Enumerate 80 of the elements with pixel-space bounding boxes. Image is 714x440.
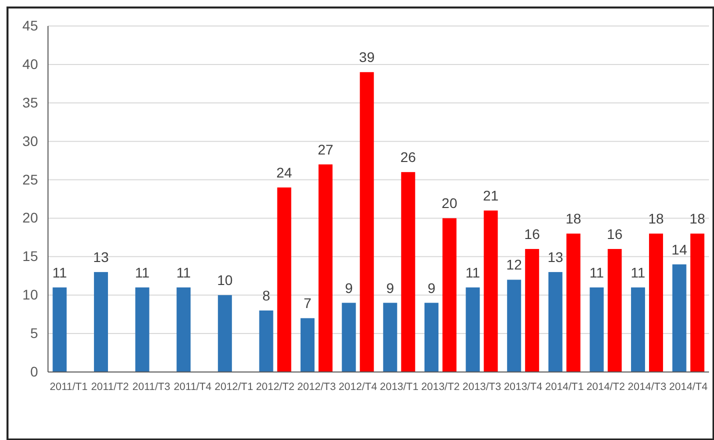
y-tick-label: 35	[22, 94, 38, 110]
bar	[631, 287, 646, 372]
x-tick-label: 2013/T3	[462, 381, 502, 393]
bar	[484, 210, 498, 372]
x-tick-label: 2012/T2	[256, 381, 295, 393]
data-label: 11	[466, 264, 480, 280]
bar	[94, 272, 108, 372]
bar	[277, 187, 292, 372]
bar	[176, 287, 191, 372]
data-label: 18	[648, 210, 664, 227]
x-tick-label: 2013/T1	[380, 381, 419, 393]
data-label: 13	[548, 249, 564, 266]
data-label: 39	[359, 49, 375, 66]
bar	[525, 248, 540, 372]
y-tick-label: 45	[22, 17, 38, 34]
x-tick-label: 2011/T1	[50, 381, 88, 393]
data-label: 16	[606, 226, 623, 242]
y-tick-label: 40	[22, 56, 38, 72]
bar	[259, 310, 274, 372]
data-label: 10	[217, 272, 233, 288]
x-tick-label: 2014/T1	[545, 381, 584, 393]
data-label: 11	[135, 264, 150, 280]
x-tick-label: 2013/T4	[504, 381, 543, 393]
data-label: 11	[630, 264, 646, 280]
data-label: 12	[506, 256, 522, 273]
bar	[507, 280, 522, 372]
bar	[424, 302, 438, 372]
bar	[548, 272, 562, 372]
y-tick-label: 15	[22, 248, 38, 264]
y-tick-label: 30	[22, 132, 38, 149]
y-tick-label: 0	[30, 363, 38, 380]
bar	[52, 287, 67, 372]
bar	[360, 72, 374, 372]
data-label: 18	[690, 210, 706, 227]
y-tick-label: 25	[22, 171, 38, 188]
x-tick-label: 2012/T3	[297, 381, 336, 393]
bar	[218, 295, 232, 372]
x-tick-label: 2014/T4	[669, 381, 708, 393]
x-tick-label: 2012/T4	[338, 381, 378, 393]
data-label: 16	[524, 226, 540, 242]
bar	[300, 318, 315, 372]
data-label: 14	[672, 241, 688, 258]
data-label: 7	[304, 295, 312, 312]
data-label: 9	[344, 280, 353, 296]
data-label: 11	[52, 264, 68, 280]
y-tick-label: 5	[30, 325, 38, 342]
bar	[466, 287, 480, 372]
data-label: 8	[262, 287, 270, 304]
data-label: 9	[386, 280, 394, 296]
y-tick-label: 10	[22, 286, 38, 303]
data-label: 26	[400, 149, 416, 166]
bar	[342, 302, 356, 372]
bar	[383, 302, 398, 372]
x-tick-label: 2011/T2	[91, 381, 130, 393]
y-tick-label: 20	[22, 210, 38, 226]
bar	[135, 287, 150, 372]
bar	[690, 234, 704, 372]
bar	[608, 248, 622, 372]
data-label: 24	[276, 164, 292, 180]
bar	[566, 234, 580, 372]
bar	[442, 218, 456, 372]
bar	[590, 287, 604, 372]
x-tick-label: 2014/T2	[586, 381, 626, 393]
x-tick-label: 2012/T1	[214, 381, 254, 393]
data-label: 21	[482, 188, 499, 204]
bar	[672, 264, 686, 372]
x-tick-label: 2013/T2	[421, 381, 460, 393]
x-tick-label: 2011/T3	[132, 381, 170, 393]
bar	[318, 164, 333, 372]
x-tick-label: 2011/T4	[174, 381, 212, 393]
data-label: 11	[589, 264, 604, 280]
data-label: 18	[566, 210, 582, 227]
data-label: 9	[428, 280, 436, 296]
data-label: 11	[176, 264, 192, 280]
data-label: 20	[442, 195, 458, 212]
bar	[649, 234, 664, 372]
x-tick-label: 2014/T3	[628, 381, 666, 393]
data-label: 13	[93, 249, 109, 266]
bar	[401, 172, 416, 372]
data-label: 27	[318, 141, 334, 158]
